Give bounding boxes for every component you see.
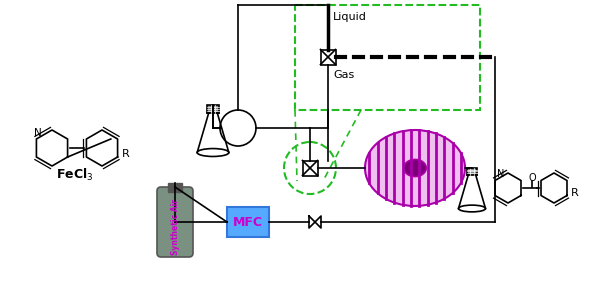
- Text: N: N: [497, 169, 504, 179]
- Bar: [320, 50, 336, 65]
- FancyBboxPatch shape: [157, 187, 193, 257]
- FancyBboxPatch shape: [227, 207, 269, 237]
- Ellipse shape: [404, 160, 426, 176]
- Text: R: R: [571, 188, 579, 198]
- Bar: [168, 183, 182, 192]
- Text: R: R: [122, 149, 130, 159]
- Text: Liquid: Liquid: [333, 12, 367, 22]
- Text: Gas: Gas: [333, 70, 354, 80]
- Text: N: N: [33, 128, 41, 138]
- Text: O: O: [528, 173, 536, 183]
- Bar: [303, 160, 317, 176]
- Text: MFC: MFC: [233, 216, 263, 229]
- Text: FeCl$_3$: FeCl$_3$: [56, 167, 94, 183]
- Bar: [207, 105, 219, 113]
- Text: Synthetic Air: Synthetic Air: [171, 199, 180, 255]
- Bar: [467, 168, 477, 175]
- Ellipse shape: [365, 130, 465, 206]
